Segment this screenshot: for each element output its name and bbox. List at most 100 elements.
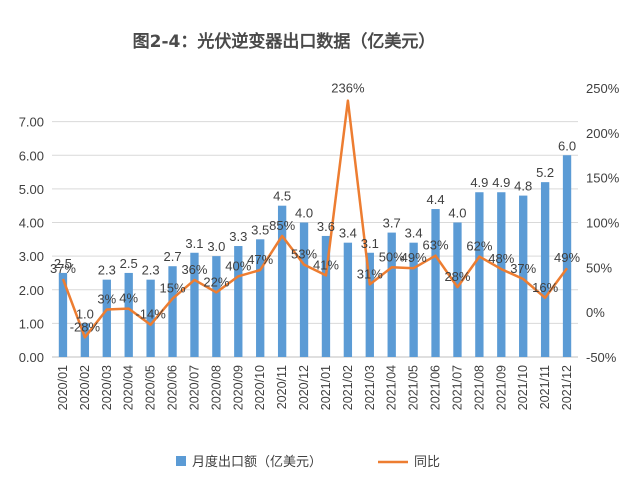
legend-swatch-bar <box>176 456 186 466</box>
line-value-label: 22% <box>203 274 229 289</box>
bar-value-label: 3.1 <box>185 236 203 251</box>
bar <box>212 256 220 357</box>
legend-label-bar: 月度出口额（亿美元） <box>192 454 322 470</box>
bar <box>519 196 527 357</box>
line-value-label: 41% <box>313 257 339 272</box>
bar-value-label: 2.3 <box>142 263 160 278</box>
bar-value-label: 4.4 <box>427 192 445 207</box>
x-tick-label: 2021/10 <box>516 365 530 410</box>
x-axis: 2020/01 2020/02 2020/03 2020/04 2020/05 2020/… <box>56 365 574 410</box>
x-tick-label: 2021/02 <box>341 365 355 410</box>
bar <box>300 223 308 358</box>
line-value-label: 31% <box>357 266 383 281</box>
bar-value-label: 4.9 <box>470 175 488 190</box>
bar <box>431 209 439 357</box>
y-right-tick-label: 50% <box>586 260 612 275</box>
x-tick-label: 2020/01 <box>56 365 70 410</box>
x-tick-label: 2020/02 <box>78 365 92 410</box>
x-tick-label: 2020/08 <box>209 365 223 410</box>
line-value-label: 37% <box>510 261 536 276</box>
line-value-label: 63% <box>423 238 449 253</box>
bar-value-label: 4.0 <box>295 206 313 221</box>
bar-value-label: 4.0 <box>448 206 466 221</box>
yoy-line <box>63 101 567 338</box>
bar-value-label: 4.8 <box>514 179 532 194</box>
bar-value-label: 4.5 <box>273 189 291 204</box>
x-tick-label: 2020/12 <box>297 365 311 410</box>
bar-value-label: 4.9 <box>492 175 510 190</box>
line-value-label: 28% <box>444 269 470 284</box>
y-axis-left: 0.00 1.00 2.00 3.00 4.00 5.00 6.00 7.00 <box>19 115 44 365</box>
bar-value-label: 5.2 <box>536 165 554 180</box>
y-left-tick-label: 1.00 <box>19 316 44 331</box>
y-left-tick-label: 6.00 <box>19 148 44 163</box>
line-value-label: 49% <box>554 250 580 265</box>
line-value-label: 15% <box>160 281 186 296</box>
x-tick-label: 2021/09 <box>494 365 508 410</box>
bar <box>497 192 505 357</box>
x-tick-label: 2021/12 <box>560 365 574 410</box>
x-tick-label: 2020/09 <box>231 365 245 410</box>
y-right-tick-label: 100% <box>586 216 620 231</box>
y-left-tick-label: 4.00 <box>19 216 44 231</box>
bar <box>453 223 461 358</box>
chart-title: 图2-4：光伏逆变器出口数据（亿美元） <box>133 31 436 52</box>
bar <box>344 243 352 357</box>
line-value-label: 85% <box>269 218 295 233</box>
x-tick-label: 2021/05 <box>407 365 421 410</box>
line-value-label: -28% <box>70 319 101 334</box>
bar-value-label: 6.0 <box>558 138 576 153</box>
y-right-tick-label: 150% <box>586 171 620 186</box>
x-tick-label: 2020/06 <box>166 365 180 410</box>
line-series <box>63 100 567 337</box>
bar-value-label: 2.7 <box>164 249 182 264</box>
y-axis-right: -50% 0% 50% 100% 150% 200% 250% <box>586 81 620 365</box>
bar <box>125 273 133 357</box>
line-value-label: 37% <box>50 261 76 276</box>
y-left-tick-label: 0.00 <box>19 350 44 365</box>
bar-value-label: 3.1 <box>361 236 379 251</box>
x-tick-label: 2020/11 <box>275 365 289 409</box>
x-tick-label: 2021/08 <box>472 365 486 410</box>
legend-label-line: 同比 <box>414 455 440 470</box>
bar-value-label: 3.3 <box>229 229 247 244</box>
x-tick-label: 2020/07 <box>187 365 201 410</box>
x-tick-label: 2020/10 <box>253 365 267 410</box>
bar-value-label: 3.4 <box>339 226 357 241</box>
x-tick-label: 2021/07 <box>450 365 464 410</box>
line-value-label: 16% <box>532 280 558 295</box>
bar <box>541 182 549 357</box>
y-right-tick-label: 250% <box>586 81 620 96</box>
y-left-tick-label: 5.00 <box>19 182 44 197</box>
legend: 月度出口额（亿美元） 同比 <box>176 454 440 470</box>
x-tick-label: 2020/05 <box>144 365 158 410</box>
bar-value-label: 2.3 <box>98 263 116 278</box>
line-value-label: 3% <box>97 291 116 306</box>
x-tick-label: 2021/06 <box>429 365 443 410</box>
bar <box>475 192 483 357</box>
x-tick-label: 2021/03 <box>363 365 377 410</box>
y-left-tick-label: 2.00 <box>19 283 44 298</box>
x-tick-label: 2021/01 <box>319 365 333 410</box>
y-right-tick-label: 200% <box>586 126 620 141</box>
y-right-tick-label: -50% <box>586 350 617 365</box>
line-value-label: 236% <box>331 81 365 96</box>
bar-value-label: 2.5 <box>120 256 138 271</box>
y-left-tick-label: 3.00 <box>19 249 44 264</box>
bar-value-label: 3.6 <box>317 219 335 234</box>
bar-value-label: 3.5 <box>251 222 269 237</box>
y-right-tick-label: 0% <box>586 305 605 320</box>
bar-value-label: 3.4 <box>405 226 423 241</box>
x-tick-label: 2021/11 <box>538 365 552 409</box>
line-value-label: -14% <box>135 307 166 322</box>
y-left-tick-label: 7.00 <box>19 115 44 130</box>
bar-value-label: 3.7 <box>383 216 401 231</box>
x-tick-label: 2020/03 <box>100 365 114 410</box>
x-tick-label: 2021/04 <box>385 365 399 410</box>
line-value-label: 47% <box>247 252 273 267</box>
x-tick-label: 2020/04 <box>122 365 136 410</box>
line-value-label: 4% <box>119 291 138 306</box>
bar-value-label: 3.0 <box>207 239 225 254</box>
